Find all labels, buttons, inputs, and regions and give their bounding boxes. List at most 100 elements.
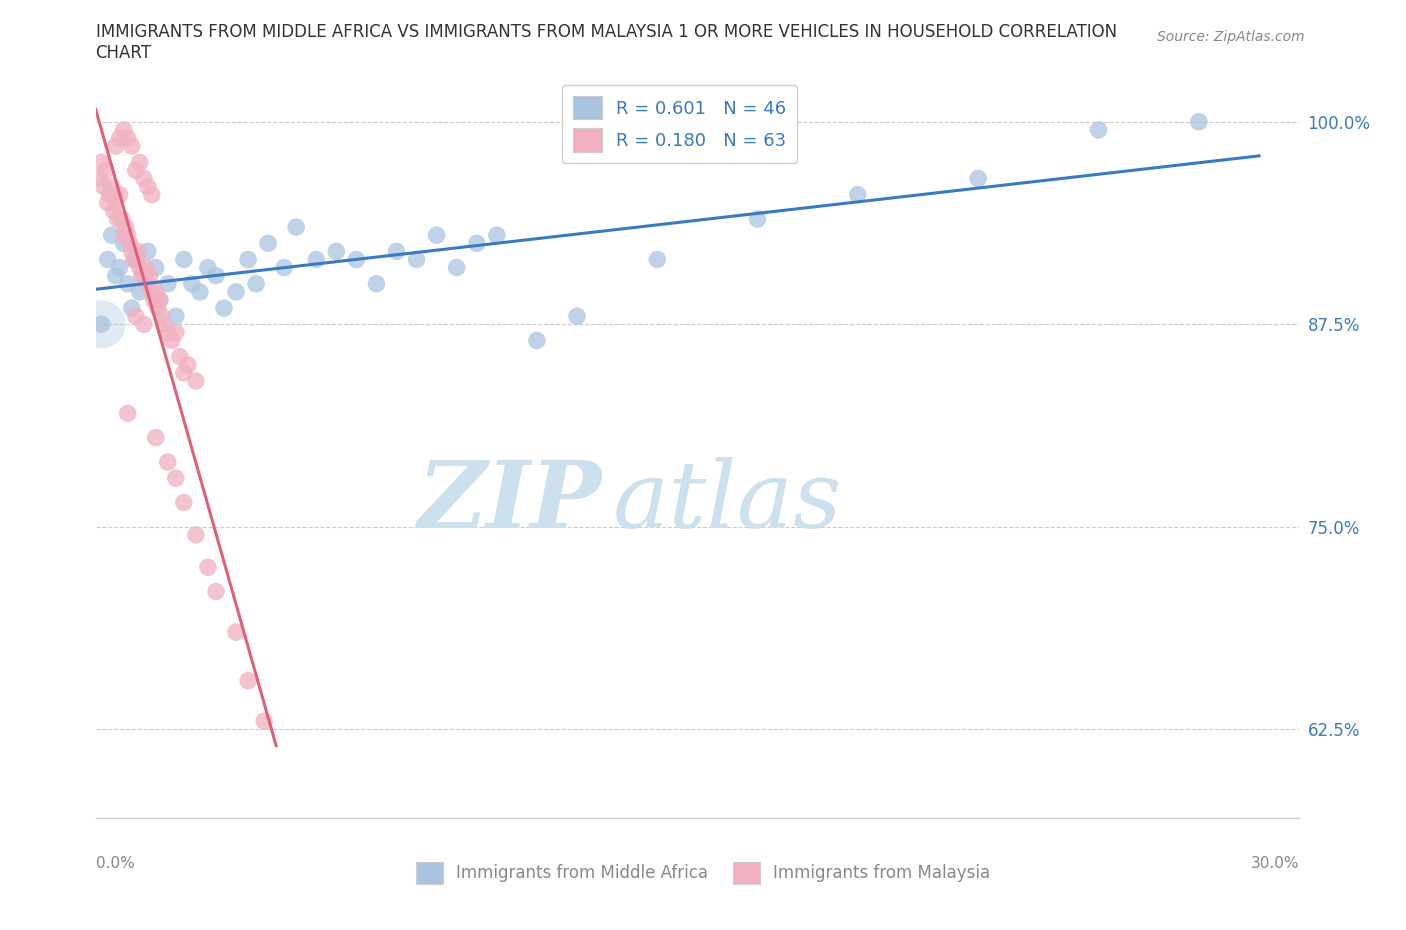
Point [212, 300, 235, 315]
Point [344, 252, 367, 267]
Point [188, 285, 211, 299]
Point [100, 228, 122, 243]
Point [111, 211, 134, 226]
Point [132, 268, 155, 283]
Point [1188, 114, 1211, 129]
Point [135, 260, 157, 275]
Point [165, 325, 187, 339]
Point [97, 195, 120, 210]
Point [305, 252, 328, 267]
Point [141, 285, 163, 299]
Point [112, 236, 135, 251]
Point [180, 276, 202, 291]
Text: Source: ZipAtlas.com: Source: ZipAtlas.com [1157, 30, 1305, 44]
Point [122, 252, 145, 267]
Point [114, 219, 136, 234]
Point [165, 471, 187, 485]
Point [184, 527, 207, 542]
Point [257, 236, 280, 251]
Point [846, 187, 869, 202]
Point [132, 171, 155, 186]
Point [150, 309, 173, 324]
Point [645, 252, 668, 267]
Point [526, 333, 548, 348]
Point [104, 139, 127, 153]
Point [160, 333, 183, 348]
Point [117, 276, 139, 291]
Point [253, 713, 276, 728]
Point [90, 155, 112, 170]
Point [149, 293, 172, 308]
Point [325, 244, 347, 259]
Point [117, 406, 139, 421]
Point [125, 163, 148, 178]
Point [108, 260, 131, 275]
Text: 0.0%: 0.0% [96, 856, 135, 870]
Point [225, 285, 247, 299]
Text: 30.0%: 30.0% [1251, 856, 1299, 870]
Text: IMMIGRANTS FROM MIDDLE AFRICA VS IMMIGRANTS FROM MALAYSIA 1 OR MORE VEHICLES IN : IMMIGRANTS FROM MIDDLE AFRICA VS IMMIGRA… [96, 23, 1116, 41]
Point [132, 268, 155, 283]
Point [93, 179, 115, 194]
Point [132, 317, 155, 332]
Point [149, 293, 172, 308]
Point [173, 252, 195, 267]
Point [153, 317, 176, 332]
Text: atlas: atlas [613, 457, 842, 547]
Point [225, 625, 247, 640]
Point [94, 163, 117, 178]
Point [112, 123, 135, 138]
Point [405, 252, 427, 267]
Point [118, 236, 141, 251]
Point [121, 139, 143, 153]
Point [128, 260, 150, 275]
Point [184, 374, 207, 389]
Point [197, 260, 219, 275]
Point [1087, 123, 1109, 138]
Point [145, 260, 167, 275]
Point [136, 244, 159, 259]
Point [136, 179, 159, 194]
Legend: R = 0.601   N = 46, R = 0.180   N = 63: R = 0.601 N = 46, R = 0.180 N = 63 [562, 86, 797, 163]
Point [128, 285, 150, 299]
Point [173, 365, 195, 380]
Point [205, 584, 228, 599]
Point [366, 276, 388, 291]
Point [205, 268, 228, 283]
Point [146, 300, 169, 315]
Point [142, 293, 165, 308]
Point [747, 211, 769, 226]
Point [108, 187, 131, 202]
Point [131, 268, 153, 283]
Text: CHART: CHART [96, 44, 152, 61]
Point [121, 300, 143, 315]
Point [117, 130, 139, 145]
Point [173, 495, 195, 510]
Point [169, 350, 191, 365]
Text: ZIP: ZIP [416, 457, 602, 547]
Point [465, 236, 488, 251]
Point [967, 171, 990, 186]
Point [141, 187, 163, 202]
Point [236, 252, 259, 267]
Point [177, 357, 200, 372]
Point [156, 276, 179, 291]
Point [90, 317, 112, 332]
Point [117, 228, 139, 243]
Point [565, 309, 588, 324]
Point [245, 276, 267, 291]
Legend: Immigrants from Middle Africa, Immigrants from Malaysia: Immigrants from Middle Africa, Immigrant… [408, 854, 998, 892]
Point [121, 244, 143, 259]
Point [89, 171, 111, 186]
Point [136, 276, 159, 291]
Point [426, 228, 449, 243]
Point [273, 260, 295, 275]
Point [485, 228, 508, 243]
Point [103, 204, 125, 219]
Point [385, 244, 408, 259]
Point [125, 252, 148, 267]
Point [285, 219, 308, 234]
Point [446, 260, 468, 275]
Point [156, 325, 179, 339]
Point [104, 195, 127, 210]
